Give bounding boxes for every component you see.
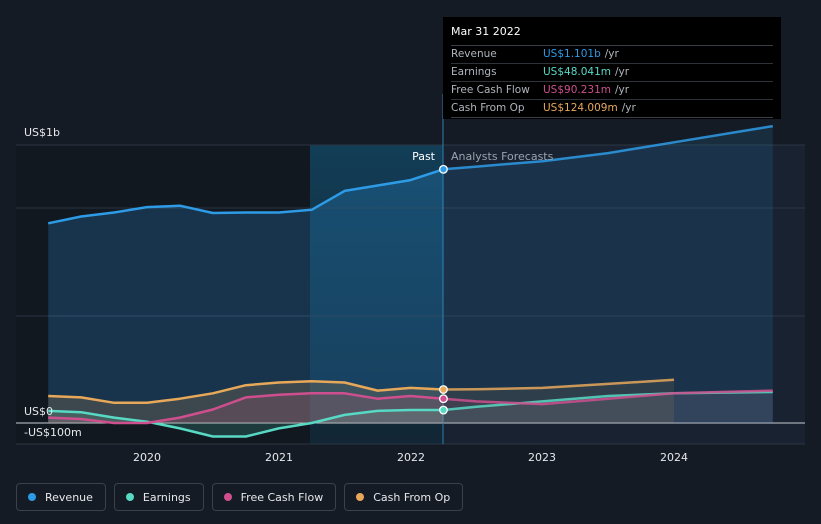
tooltip-unit: /yr bbox=[621, 102, 636, 114]
tooltip-row-fcf: Free Cash Flow US$90.231m /yr bbox=[451, 82, 773, 100]
y-axis-bottom-label: -US$100m bbox=[24, 426, 82, 439]
tooltip-unit: /yr bbox=[615, 84, 630, 96]
legend-label: Free Cash Flow bbox=[240, 490, 324, 504]
tooltip-value: US$90.231m bbox=[543, 84, 611, 96]
legend-label: Earnings bbox=[142, 490, 191, 504]
legend-item-free-cash-flow[interactable]: Free Cash Flow bbox=[211, 483, 337, 511]
legend-dot-icon bbox=[356, 493, 365, 501]
earnings-marker bbox=[438, 405, 448, 415]
free-cash-flow-forecast-line bbox=[443, 389, 773, 406]
tooltip: Mar 31 2022 Revenue US$1.101b /yr Earnin… bbox=[443, 17, 781, 119]
tooltip-date: Mar 31 2022 bbox=[451, 25, 773, 46]
tooltip-unit: /yr bbox=[604, 48, 619, 60]
tooltip-row-earnings: Earnings US$48.041m /yr bbox=[451, 64, 773, 82]
past-label: Past bbox=[412, 150, 436, 163]
forecast-label: Analysts Forecasts bbox=[451, 150, 554, 163]
tooltip-row-cfo: Cash From Op US$124.009m /yr bbox=[451, 100, 773, 118]
tooltip-label: Earnings bbox=[451, 66, 497, 78]
revenue-forecast-area bbox=[443, 126, 773, 423]
tooltip-value: US$124.009m bbox=[543, 102, 618, 114]
cash-from-op-area bbox=[48, 381, 444, 423]
x-tick-label: 2020 bbox=[133, 451, 161, 464]
tooltip-label: Cash From Op bbox=[451, 102, 525, 114]
y-axis-zero-label: US$0 bbox=[24, 405, 53, 418]
x-tick-label: 2023 bbox=[528, 451, 556, 464]
x-tick-label: 2022 bbox=[397, 451, 425, 464]
cash-from-op-forecast-area bbox=[443, 379, 674, 423]
earnings-line bbox=[48, 408, 444, 438]
legend-dot-icon bbox=[125, 493, 134, 501]
tooltip-value: US$1.101b bbox=[543, 48, 601, 60]
earnings-area bbox=[48, 410, 444, 437]
revenue-forecast-line bbox=[443, 124, 774, 171]
cash-from-op-forecast-line bbox=[443, 378, 675, 391]
legend-item-cash-from-op[interactable]: Cash From Op bbox=[344, 483, 464, 511]
free-cash-flow-marker bbox=[438, 394, 448, 404]
x-tick-label: 2021 bbox=[265, 451, 293, 464]
x-tick-label: 2024 bbox=[660, 451, 688, 464]
legend-label: Cash From Op bbox=[373, 490, 451, 504]
tooltip-row-revenue: Revenue US$1.101b /yr bbox=[451, 46, 773, 64]
tooltip-label: Revenue bbox=[451, 48, 497, 60]
revenue-line bbox=[47, 168, 444, 225]
free-cash-flow-forecast-area bbox=[443, 390, 773, 423]
tooltip-unit: /yr bbox=[615, 66, 630, 78]
revenue-marker bbox=[438, 164, 448, 174]
past-region bbox=[16, 145, 310, 444]
legend-item-revenue[interactable]: Revenue bbox=[16, 483, 106, 511]
cash-from-op-line bbox=[48, 379, 444, 405]
legend-dot-icon bbox=[223, 493, 232, 501]
legend-label: Revenue bbox=[45, 490, 93, 504]
revenue-area bbox=[48, 169, 444, 423]
tooltip-value: US$48.041m bbox=[543, 66, 611, 78]
y-axis-top-label: US$1b bbox=[24, 126, 60, 139]
tooltip-label: Free Cash Flow bbox=[451, 84, 530, 96]
legend-item-earnings[interactable]: Earnings bbox=[113, 483, 204, 511]
legend: Revenue Earnings Free Cash Flow Cash Fro… bbox=[16, 483, 464, 511]
cash-from-op-marker bbox=[438, 385, 448, 394]
legend-dot-icon bbox=[28, 493, 36, 501]
free-cash-flow-line bbox=[48, 392, 444, 425]
earnings-forecast-area bbox=[443, 392, 773, 423]
